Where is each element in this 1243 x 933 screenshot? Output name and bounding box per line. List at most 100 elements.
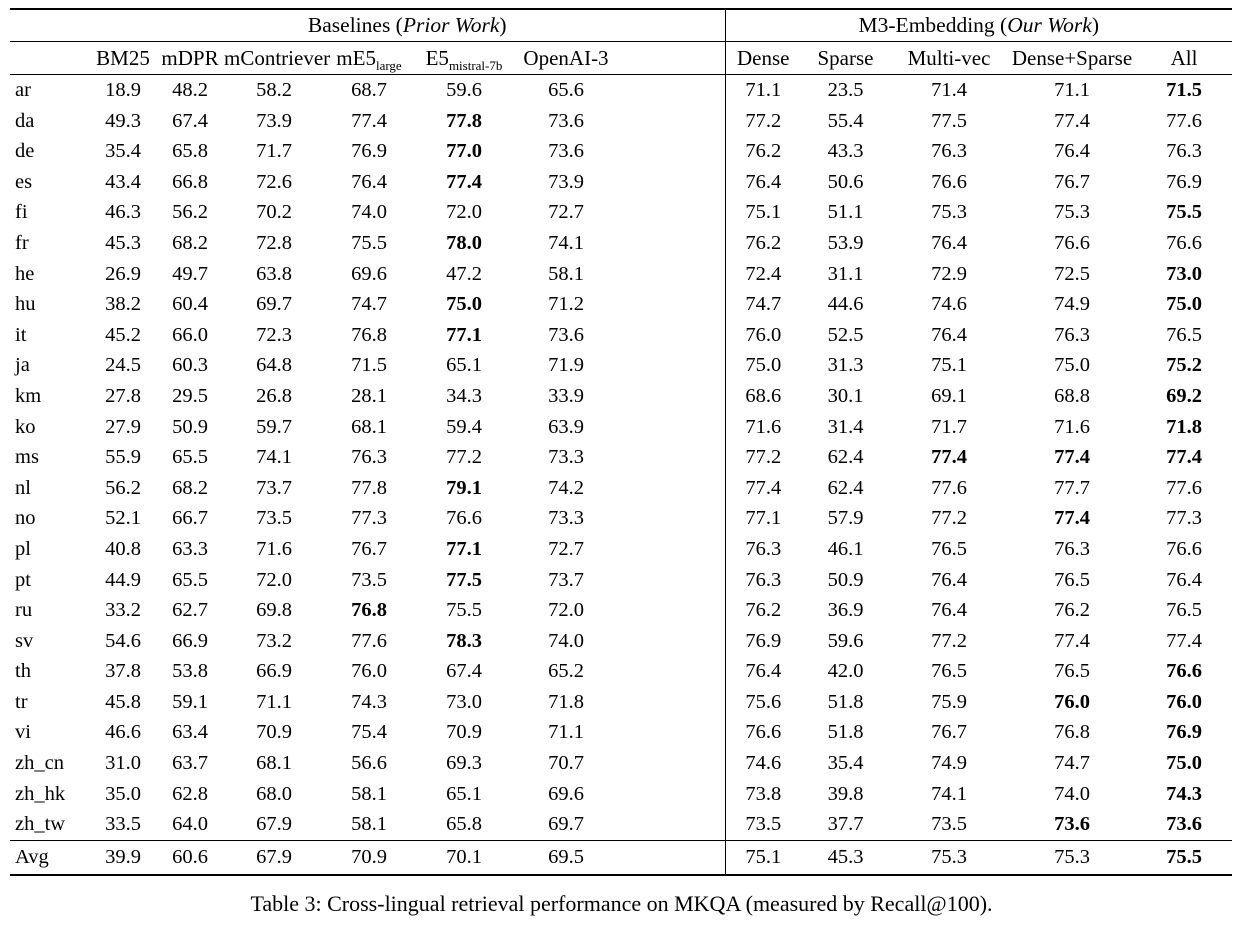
- score-cell: 71.2: [548, 293, 584, 316]
- score-cell: 71.6: [745, 415, 782, 438]
- score-cell: 77.2: [745, 446, 782, 469]
- language-code: ar: [15, 79, 31, 101]
- language-code: es: [15, 170, 33, 193]
- score-cell: 46.1: [827, 537, 864, 560]
- score-cell: 74.0: [351, 201, 387, 224]
- score-cell: 54.6: [105, 629, 141, 652]
- score-cell: 71.6: [1054, 415, 1090, 438]
- score-cell: 76.7: [1054, 170, 1090, 193]
- score-cell: 47.2: [446, 262, 482, 285]
- language-code: ms: [15, 446, 39, 469]
- score-cell: 75.0: [1054, 354, 1090, 377]
- score-cell: 62.4: [827, 476, 864, 499]
- score-cell: 71.1: [548, 721, 584, 744]
- score-cell: 70.1: [414, 839, 514, 876]
- score-cell: 60.6: [156, 839, 224, 876]
- score-cell: 72.0: [548, 599, 584, 622]
- table-row: km 27.8 29.5 26.8 28.1 34.3 33.9 68.6 30.1 69.1 68…: [10, 380, 1232, 412]
- score-cell: 73.6: [1054, 813, 1090, 836]
- score-cell: 76.4: [351, 170, 387, 193]
- language-code: de: [15, 140, 35, 163]
- score-cell: 77.6: [931, 476, 967, 499]
- score-cell: 76.5: [931, 537, 967, 560]
- score-cell: 72.9: [931, 262, 967, 285]
- score-cell: 35.4: [105, 140, 141, 163]
- score-cell: 71.9: [548, 354, 584, 377]
- score-cell: 74.3: [1166, 782, 1202, 805]
- score-cell: 65.2: [548, 660, 584, 683]
- language-code: zh_tw: [15, 813, 66, 836]
- score-cell: 77.8: [351, 476, 387, 499]
- score-cell: 73.6: [548, 323, 584, 346]
- table-row: ko 27.9 50.9 59.7 68.1 59.4 63.9 71.6 31.4 71.7 71…: [10, 411, 1232, 443]
- score-cell: 70.9: [324, 839, 414, 876]
- score-cell: 69.6: [351, 262, 387, 285]
- score-cell: 65.8: [172, 140, 208, 163]
- score-cell: 57.9: [827, 507, 864, 530]
- score-cell: 33.9: [548, 384, 584, 407]
- section-divider-spacer: [618, 442, 726, 473]
- score-cell: 74.9: [931, 752, 967, 775]
- score-cell: 73.3: [548, 507, 584, 530]
- col-header-openai-3: OpenAI-3: [514, 41, 618, 75]
- score-cell: 74.6: [931, 293, 967, 316]
- col-header-dense-sparse: Dense+Sparse: [1008, 41, 1136, 75]
- score-cell: 71.5: [351, 354, 387, 377]
- score-cell: 71.1: [745, 79, 782, 101]
- score-cell: 23.5: [827, 79, 864, 101]
- score-cell: 66.0: [172, 323, 208, 346]
- score-cell: 76.6: [745, 721, 782, 744]
- score-cell: 63.4: [172, 721, 208, 744]
- score-cell: 69.5: [514, 839, 618, 876]
- score-cell: 79.1: [446, 476, 482, 499]
- group-baselines-italic: Prior Work: [402, 13, 500, 37]
- group-baselines-suffix: ): [499, 13, 507, 37]
- score-cell: 72.0: [446, 201, 482, 224]
- score-cell: 76.4: [745, 170, 782, 193]
- score-cell: 69.7: [548, 813, 584, 836]
- score-cell: 73.3: [548, 446, 584, 469]
- lang-column-header: [10, 41, 90, 75]
- score-cell: 67.9: [256, 813, 292, 836]
- section-divider-spacer: [618, 778, 726, 810]
- score-cell: 75.3: [890, 839, 1008, 876]
- score-cell: 69.7: [256, 293, 292, 316]
- section-divider-spacer: [618, 166, 726, 198]
- score-cell: 45.2: [105, 323, 141, 346]
- score-cell: 45.3: [801, 839, 890, 876]
- score-cell: 76.2: [745, 231, 782, 254]
- score-cell: 33.5: [105, 813, 141, 836]
- language-code: zh_cn: [15, 752, 64, 775]
- score-cell: 76.0: [1054, 690, 1090, 713]
- table-row: sv 54.6 66.9 73.2 77.6 78.3 74.0 76.9 59.6 77.2 77…: [10, 625, 1232, 657]
- score-cell: 76.3: [931, 140, 967, 163]
- language-code: it: [15, 323, 27, 346]
- score-cell: 60.4: [172, 293, 208, 316]
- table-row: es 43.4 66.8 72.6 76.4 77.4 73.9 76.4 50.6 76.6 76…: [10, 166, 1232, 198]
- section-divider-spacer: [618, 41, 726, 75]
- group-header-m3-embedding: M3-Embedding (Our Work): [725, 8, 1233, 42]
- table-row: pl 40.8 63.3 71.6 76.7 77.1 72.7 76.3 46.1 76.5 76…: [10, 533, 1232, 565]
- score-cell: 58.1: [351, 782, 387, 805]
- group-m3-prefix: M3-Embedding (: [858, 13, 1008, 37]
- score-cell: 76.4: [1166, 568, 1202, 591]
- table-row: zh_hk 35.0 62.8 68.0 58.1 65.1 69.6 73.8 39.8 74.…: [10, 778, 1232, 810]
- average-row: Avg 39.9 60.6 67.9 70.9 70.1 69.5 75.1 45.3 75.3 7…: [10, 839, 1233, 876]
- score-cell: 46.3: [105, 201, 141, 224]
- score-cell: 59.1: [172, 690, 208, 713]
- score-cell: 76.8: [351, 323, 387, 346]
- score-cell: 44.6: [827, 293, 864, 316]
- section-divider-spacer: [618, 595, 726, 626]
- score-cell: 67.4: [172, 109, 208, 132]
- score-cell: 71.7: [931, 415, 967, 438]
- score-cell: 63.8: [256, 262, 292, 285]
- score-cell: 76.4: [1054, 140, 1090, 163]
- language-code: pl: [15, 537, 31, 560]
- score-cell: 24.5: [105, 354, 141, 377]
- score-cell: 76.5: [1166, 323, 1202, 346]
- score-cell: 77.4: [1054, 446, 1090, 469]
- score-cell: 76.6: [446, 507, 482, 530]
- section-divider-spacer: [618, 74, 726, 106]
- score-cell: 56.6: [351, 752, 387, 775]
- score-cell: 76.9: [1166, 721, 1202, 744]
